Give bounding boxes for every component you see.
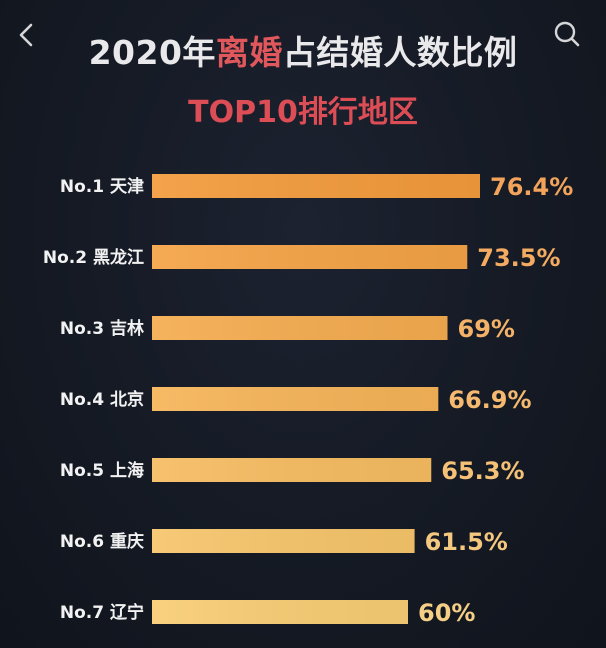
back-chevron-icon [19, 23, 33, 47]
value-label: 65.3% [441, 457, 524, 485]
category-label: No.5 上海 [60, 460, 144, 481]
category-label: No.1 天津 [60, 176, 144, 197]
bar-sheen [152, 316, 448, 340]
bar-sheen [152, 387, 439, 411]
category-label: No.2 黑龙江 [43, 247, 144, 268]
category-label: No.6 重庆 [60, 531, 144, 552]
category-label: No.7 辽宁 [60, 602, 144, 623]
title-prefix: 2020年 [88, 33, 216, 72]
category-label: No.3 吉林 [60, 318, 144, 339]
value-label: 60% [418, 599, 475, 627]
bar-sheen [152, 174, 480, 198]
bar-sheen [152, 600, 408, 624]
bar-sheen [152, 529, 415, 553]
value-label: 73.5% [477, 244, 560, 272]
chart-title: 2020年离婚占结婚人数比例 [0, 26, 606, 74]
search-icon [554, 21, 580, 47]
search-button[interactable] [550, 18, 584, 52]
chart-subtitle: TOP10排行地区 [188, 95, 418, 130]
bars-group: No.1 天津 76.4% No.2 黑龙江 73.5% No.3 吉林 69% No.4 … [43, 173, 573, 627]
back-button[interactable] [10, 18, 44, 52]
category-label: No.4 北京 [60, 389, 144, 410]
title-suffix: 占结婚人数比例 [282, 33, 518, 72]
value-label: 66.9% [448, 386, 531, 414]
value-label: 76.4% [490, 173, 573, 201]
value-label: 61.5% [425, 528, 508, 556]
bar-sheen [152, 245, 468, 269]
value-label: 69% [458, 315, 515, 343]
bar-sheen [152, 458, 432, 482]
title-highlight: 离婚 [215, 33, 283, 72]
